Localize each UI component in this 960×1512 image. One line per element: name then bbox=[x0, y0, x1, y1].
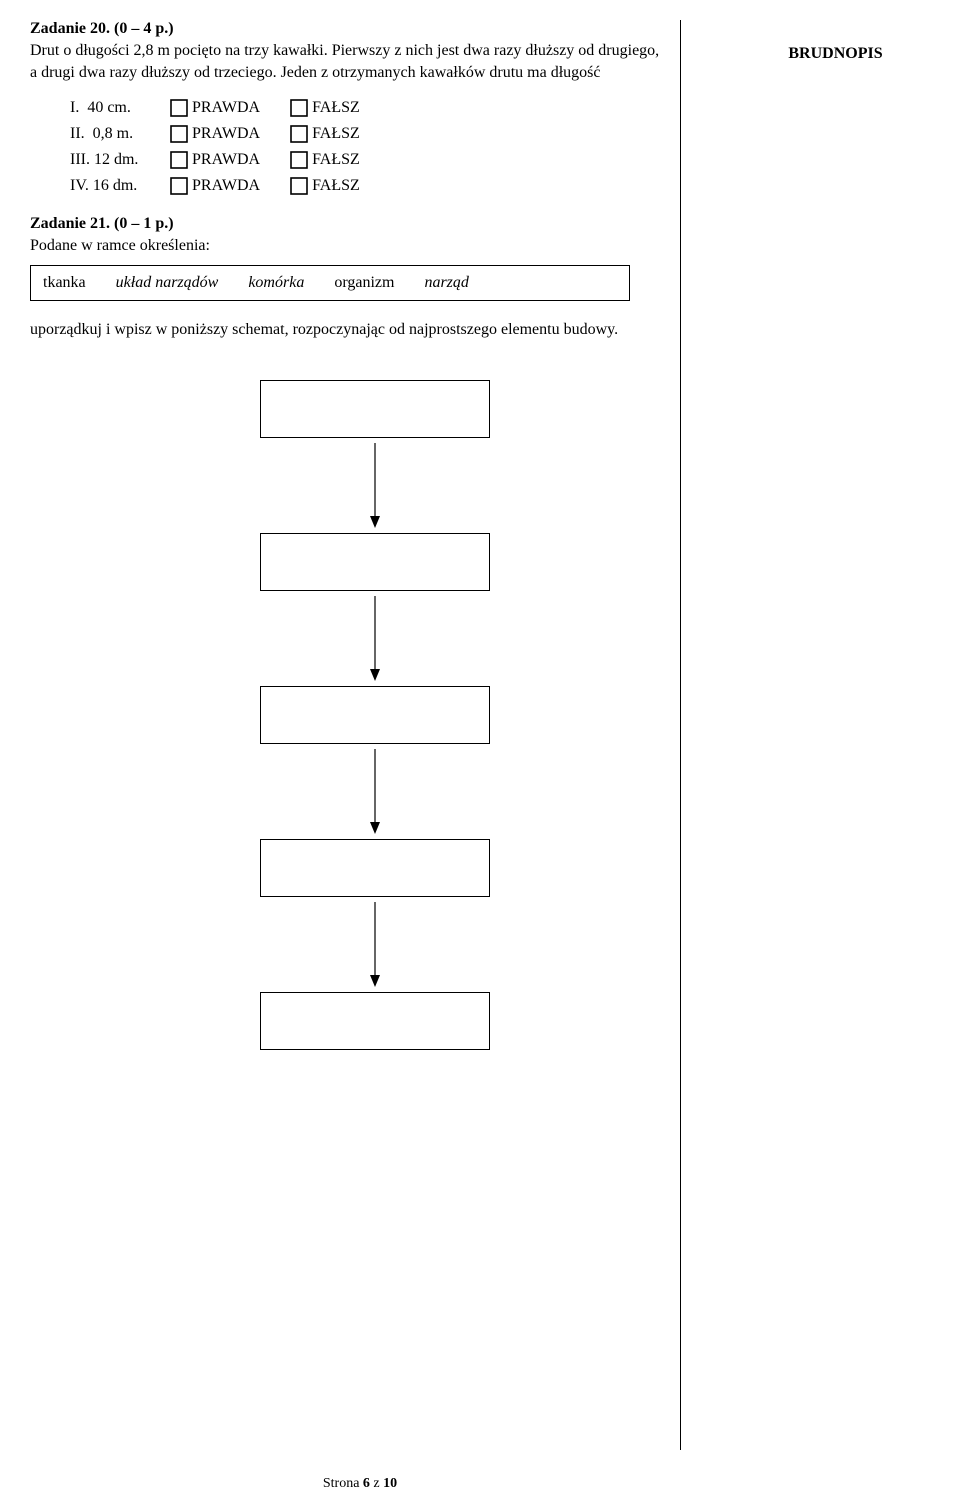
falsz-label: FAŁSZ bbox=[312, 177, 360, 195]
checkbox-icon[interactable] bbox=[290, 125, 308, 143]
option-num: IV. bbox=[70, 177, 89, 194]
option-row: I. 40 cm. PRAWDA FAŁSZ bbox=[70, 99, 660, 117]
prawda-label: PRAWDA bbox=[192, 125, 260, 143]
task-20-options: I. 40 cm. PRAWDA FAŁSZ II. 0,8 m. PRAWDA… bbox=[70, 99, 660, 195]
page-container: Zadanie 20. (0 – 4 p.) Drut o długości 2… bbox=[30, 20, 930, 1492]
checkbox-icon[interactable] bbox=[290, 151, 308, 169]
option-row: III. 12 dm. PRAWDA FAŁSZ bbox=[70, 151, 660, 169]
arrow-down-icon bbox=[365, 438, 385, 533]
checkbox-icon[interactable] bbox=[170, 99, 188, 117]
arrow-3 bbox=[365, 744, 385, 839]
option-row: II. 0,8 m. PRAWDA FAŁSZ bbox=[70, 125, 660, 143]
diagram-box-4[interactable] bbox=[260, 839, 490, 897]
task-21-title: Zadanie 21. (0 – 1 p.) bbox=[30, 215, 660, 233]
option-num: I. bbox=[70, 99, 79, 116]
main-column: Zadanie 20. (0 – 4 p.) Drut o długości 2… bbox=[30, 20, 670, 1492]
flow-diagram bbox=[90, 380, 660, 1050]
option-text: 12 dm. bbox=[94, 151, 138, 168]
task-21-instruction: uporządkuj i wpisz w poniższy schemat, r… bbox=[30, 319, 660, 341]
task-20-text: Drut o długości 2,8 m pocięto na trzy ka… bbox=[30, 40, 660, 83]
arrow-down-icon bbox=[365, 744, 385, 839]
diagram-box-3[interactable] bbox=[260, 686, 490, 744]
option-text: 0,8 m. bbox=[93, 125, 133, 142]
arrow-down-icon bbox=[365, 591, 385, 686]
footer-page: 6 bbox=[363, 1476, 370, 1491]
option-text: 40 cm. bbox=[87, 99, 131, 116]
checkbox-icon[interactable] bbox=[290, 177, 308, 195]
task-20: Zadanie 20. (0 – 4 p.) Drut o długości 2… bbox=[30, 20, 660, 195]
diagram-box-2[interactable] bbox=[260, 533, 490, 591]
falsz-label: FAŁSZ bbox=[312, 99, 360, 117]
side-column: BRUDNOPIS bbox=[691, 20, 930, 1492]
prawda-label: PRAWDA bbox=[192, 99, 260, 117]
task-21-intro: Podane w ramce określenia: bbox=[30, 235, 660, 257]
option-num: III. bbox=[70, 151, 90, 168]
term: tkanka bbox=[43, 274, 86, 292]
terms-row: tkanka układ narządów komórka organizm n… bbox=[43, 274, 617, 292]
prawda-label: PRAWDA bbox=[192, 151, 260, 169]
checkbox-icon[interactable] bbox=[170, 151, 188, 169]
diagram-box-5[interactable] bbox=[260, 992, 490, 1050]
term: narząd bbox=[424, 274, 468, 292]
option-row: IV. 16 dm. PRAWDA FAŁSZ bbox=[70, 177, 660, 195]
terms-box: tkanka układ narządów komórka organizm n… bbox=[30, 265, 630, 301]
falsz-label: FAŁSZ bbox=[312, 125, 360, 143]
footer-mid: z bbox=[370, 1476, 383, 1491]
column-divider bbox=[680, 20, 681, 1450]
arrow-down-icon bbox=[365, 897, 385, 992]
brudnopis-label: BRUDNOPIS bbox=[741, 45, 930, 63]
footer-prefix: Strona bbox=[323, 1476, 363, 1491]
arrow-4 bbox=[365, 897, 385, 992]
diagram-box-1[interactable] bbox=[260, 380, 490, 438]
checkbox-icon[interactable] bbox=[170, 177, 188, 195]
checkbox-icon[interactable] bbox=[290, 99, 308, 117]
arrow-1 bbox=[365, 438, 385, 533]
term: komórka bbox=[248, 274, 304, 292]
option-num: II. bbox=[70, 125, 85, 142]
term: organizm bbox=[334, 274, 394, 292]
falsz-label: FAŁSZ bbox=[312, 151, 360, 169]
option-text: 16 dm. bbox=[93, 177, 137, 194]
term: układ narządów bbox=[116, 274, 219, 292]
arrow-2 bbox=[365, 591, 385, 686]
page-footer: Strona 6 z 10 bbox=[0, 1476, 720, 1492]
prawda-label: PRAWDA bbox=[192, 177, 260, 195]
task-21: Zadanie 21. (0 – 1 p.) Podane w ramce ok… bbox=[30, 215, 660, 1050]
footer-total: 10 bbox=[383, 1476, 397, 1491]
checkbox-icon[interactable] bbox=[170, 125, 188, 143]
task-20-title: Zadanie 20. (0 – 4 p.) bbox=[30, 20, 660, 38]
